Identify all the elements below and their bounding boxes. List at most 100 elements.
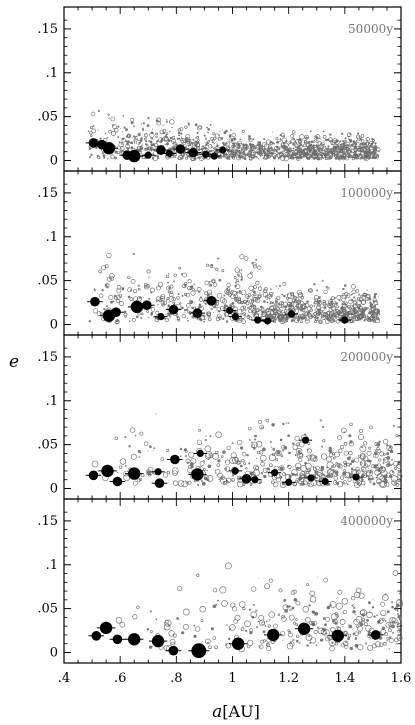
planetesimal-point <box>255 297 261 303</box>
planetesimal-point <box>343 630 348 635</box>
planetesimal-point <box>361 150 364 153</box>
y-tick-label: .15 <box>37 186 58 201</box>
planetesimal-point <box>251 586 257 592</box>
planetesimal-point <box>134 136 137 139</box>
planetesimal-point <box>370 307 373 310</box>
planetesimal-point <box>214 603 218 607</box>
planetesimal-point <box>207 131 209 134</box>
planetesimal-point <box>287 147 290 151</box>
planetesimal-point <box>184 455 187 458</box>
embryo-point <box>175 144 186 154</box>
embryo-point <box>297 622 311 635</box>
planetesimal-point <box>192 316 195 319</box>
planetesimal-point <box>177 128 182 132</box>
planetesimal-point <box>382 438 389 445</box>
planetesimal-point <box>157 155 159 158</box>
planetesimal-point <box>293 308 299 314</box>
planetesimal-point <box>236 320 239 323</box>
y-tick-label: 0 <box>50 317 58 332</box>
planetesimal-point <box>110 156 112 158</box>
planetesimal-point <box>274 146 279 151</box>
planetesimal-point <box>204 474 210 481</box>
planetesimal-point <box>334 300 336 303</box>
planetesimal-point <box>255 297 258 301</box>
planetesimal-point <box>261 311 267 318</box>
planetesimal-point <box>354 591 361 599</box>
planetesimal-point <box>128 320 131 322</box>
planetesimal-point <box>211 139 214 141</box>
planetesimal-point <box>248 285 254 291</box>
planetesimal-point <box>257 265 262 270</box>
planetesimal-point <box>213 311 215 313</box>
planetesimal-point <box>347 295 349 296</box>
planetesimal-point <box>148 139 151 142</box>
planetesimal-point <box>343 450 349 456</box>
planetesimal-point <box>292 451 293 453</box>
planetesimal-point <box>367 468 369 470</box>
planetesimal-point <box>258 149 264 155</box>
planetesimal-point <box>271 313 276 318</box>
planetesimal-point <box>232 474 235 477</box>
planetesimal-point <box>282 150 284 152</box>
planetesimal-point <box>336 473 339 477</box>
planetesimal-point <box>155 135 158 138</box>
planetesimal-point <box>319 473 325 479</box>
planetesimal-point <box>368 446 372 450</box>
planetesimal-point <box>338 148 341 151</box>
planetesimal-point <box>354 299 357 302</box>
planetesimal-point <box>210 627 214 631</box>
planetesimal-point <box>191 306 194 310</box>
planetesimal-point <box>276 295 281 301</box>
x-axis-unit: [AU] <box>222 702 260 721</box>
planetesimal-point <box>322 629 330 637</box>
planetesimal-point <box>363 147 366 149</box>
planetesimal-point <box>281 152 284 155</box>
planetesimal-point <box>328 472 333 478</box>
planetesimal-point <box>368 601 371 605</box>
planetesimal-point <box>179 302 182 305</box>
planetesimal-point <box>355 587 362 594</box>
planetesimal-point <box>276 140 279 144</box>
planetesimal-point <box>248 462 251 465</box>
planetesimal-point <box>309 454 317 462</box>
planetesimal-point <box>110 116 116 122</box>
planetesimal-point <box>371 315 375 319</box>
planetesimal-point <box>145 140 148 143</box>
planetesimal-point <box>156 413 158 415</box>
planetesimal-point <box>237 439 243 446</box>
planetesimal-point <box>172 480 179 486</box>
planetesimal-point <box>343 154 345 156</box>
planetesimal-point <box>363 319 366 322</box>
planetesimal-point <box>121 131 123 133</box>
planetesimal-point <box>342 609 348 615</box>
planetesimal-point <box>347 633 352 638</box>
panel-time-label: 50000y <box>348 22 393 36</box>
planetesimal-point <box>105 123 107 124</box>
embryo-point <box>142 300 152 311</box>
planetesimal-point <box>333 155 336 158</box>
planetesimal-point <box>279 152 281 154</box>
planetesimal-point <box>244 309 247 312</box>
planetesimal-point <box>337 145 340 148</box>
planetesimal-point <box>239 138 242 141</box>
planetesimal-point <box>287 153 289 156</box>
planetesimal-point <box>346 152 348 154</box>
planetesimal-point <box>192 138 195 141</box>
planetesimal-point <box>366 611 373 618</box>
embryo-point <box>321 477 329 486</box>
embryo-point <box>168 304 179 315</box>
planetesimal-point <box>309 304 313 308</box>
planetesimal-point <box>237 157 239 158</box>
planetesimal-point <box>282 472 286 476</box>
planetesimal-point <box>354 312 357 315</box>
planetesimal-point <box>317 627 325 635</box>
embryo-point <box>102 142 116 155</box>
planetesimal-point <box>108 294 114 300</box>
planetesimal-point <box>200 319 203 322</box>
planetesimal-point <box>140 123 142 125</box>
planetesimal-point <box>167 281 170 284</box>
planetesimal-point <box>296 305 300 309</box>
planetesimal-point <box>355 314 358 317</box>
planetesimal-point <box>295 315 297 317</box>
planetesimal-point <box>263 157 265 159</box>
